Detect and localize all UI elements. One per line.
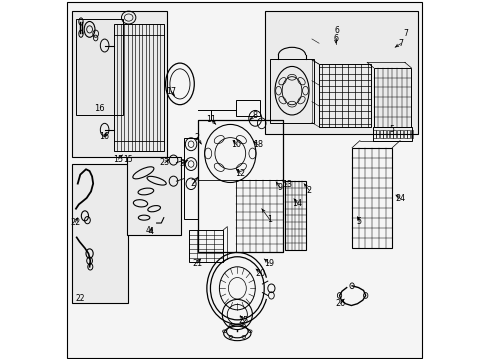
Text: 16: 16 — [94, 104, 104, 113]
Text: 6: 6 — [334, 26, 339, 35]
Text: 22: 22 — [75, 294, 85, 303]
Bar — [372, 130, 375, 138]
Bar — [198, 121, 283, 180]
Bar — [389, 130, 392, 138]
Text: 15: 15 — [113, 155, 123, 164]
Bar — [269, 59, 314, 123]
Bar — [113, 24, 163, 151]
Bar — [351, 148, 391, 248]
Text: 25: 25 — [238, 316, 248, 325]
Bar — [198, 121, 283, 252]
Bar — [383, 130, 385, 138]
Text: 15: 15 — [123, 155, 133, 164]
Bar — [373, 68, 410, 127]
Text: 2: 2 — [194, 133, 199, 142]
Bar — [72, 12, 167, 157]
Bar — [126, 157, 180, 234]
Bar — [407, 130, 409, 138]
Text: 3: 3 — [179, 159, 184, 168]
Bar — [393, 130, 395, 138]
Bar — [386, 130, 388, 138]
Bar — [376, 130, 378, 138]
Bar — [400, 130, 402, 138]
Bar — [265, 12, 417, 134]
Bar — [403, 130, 406, 138]
Bar — [76, 19, 122, 116]
Text: 16: 16 — [99, 132, 109, 141]
Bar — [188, 230, 223, 262]
Text: 13: 13 — [281, 180, 291, 189]
Text: 2: 2 — [306, 185, 311, 194]
Text: 6: 6 — [333, 34, 338, 43]
Bar — [236, 100, 260, 116]
Text: 8: 8 — [251, 111, 257, 120]
Text: 26: 26 — [335, 299, 345, 308]
Text: 2: 2 — [190, 179, 195, 188]
Bar — [285, 181, 305, 250]
Bar — [72, 163, 128, 303]
Text: 17: 17 — [165, 86, 176, 95]
Text: 20: 20 — [255, 269, 265, 278]
Text: 10: 10 — [231, 140, 241, 149]
Text: 5: 5 — [356, 217, 361, 226]
Bar — [184, 138, 198, 220]
Text: 22: 22 — [70, 218, 80, 227]
Text: 12: 12 — [235, 169, 245, 178]
Text: 21: 21 — [192, 259, 202, 268]
Text: 4: 4 — [145, 226, 150, 235]
Text: 7: 7 — [403, 29, 407, 38]
Text: 1: 1 — [266, 215, 271, 224]
Text: 23: 23 — [160, 158, 170, 167]
Text: 24: 24 — [395, 194, 405, 203]
Bar — [236, 180, 283, 252]
Text: 7: 7 — [397, 39, 402, 48]
Text: 19: 19 — [264, 259, 273, 268]
Text: 14: 14 — [292, 199, 302, 208]
Bar — [372, 127, 411, 140]
Text: 4: 4 — [148, 228, 153, 237]
Bar — [319, 64, 370, 127]
Bar — [410, 130, 412, 138]
Text: 18: 18 — [253, 140, 263, 149]
Text: 11: 11 — [206, 115, 216, 124]
Text: 9: 9 — [277, 183, 282, 192]
Text: 5: 5 — [388, 125, 393, 134]
Bar — [396, 130, 399, 138]
Bar — [379, 130, 382, 138]
